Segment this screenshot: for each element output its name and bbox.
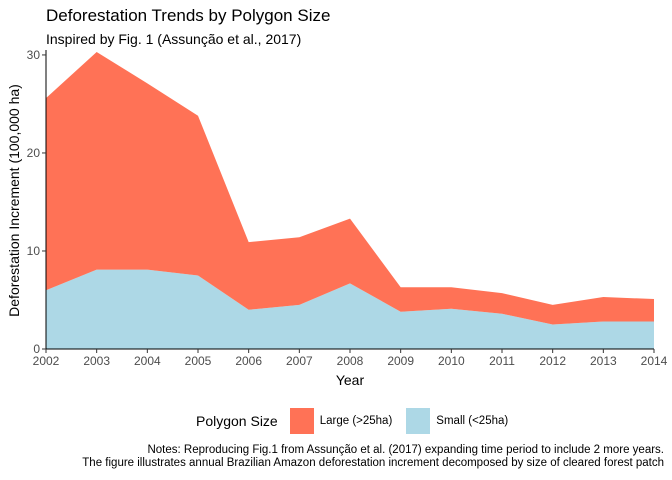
y-tick-label: 0: [33, 342, 40, 356]
x-tick-label: 2005: [185, 354, 212, 368]
y-tick-label: 30: [27, 48, 41, 62]
x-tick-label: 2007: [286, 354, 313, 368]
legend-key-large: [290, 408, 314, 434]
y-axis-title: Deforestation Increment (100,000 ha): [6, 84, 22, 317]
x-tick-label: 2006: [235, 354, 262, 368]
legend-title: Polygon Size: [196, 413, 278, 429]
x-tick-label: 2009: [387, 354, 414, 368]
x-tick-label: 2012: [539, 354, 566, 368]
x-axis-title: Year: [336, 372, 365, 388]
x-tick-label: 2013: [590, 354, 617, 368]
y-tick-label: 20: [27, 146, 41, 160]
x-tick-label: 2002: [33, 354, 60, 368]
chart-notes: Notes: Reproducing Fig.1 from Assunção e…: [82, 444, 664, 470]
notes-line-1: Notes: Reproducing Fig.1 from Assunção e…: [82, 444, 664, 457]
x-tick-label: 2010: [438, 354, 465, 368]
x-tick-label: 2003: [83, 354, 110, 368]
x-tick-label: 2014: [641, 354, 668, 368]
y-tick-label: 10: [27, 244, 41, 258]
legend: Polygon Size Large (>25ha) Small (<25ha): [196, 408, 522, 434]
x-tick-label: 2011: [489, 354, 515, 368]
notes-line-2: The figure illustrates annual Brazilian …: [82, 457, 664, 470]
x-tick-label: 2004: [134, 354, 161, 368]
legend-label-large: Large (>25ha): [320, 415, 393, 427]
x-tick-label: 2008: [337, 354, 364, 368]
legend-label-small: Small (<25ha): [436, 415, 508, 427]
legend-key-small: [406, 408, 430, 434]
